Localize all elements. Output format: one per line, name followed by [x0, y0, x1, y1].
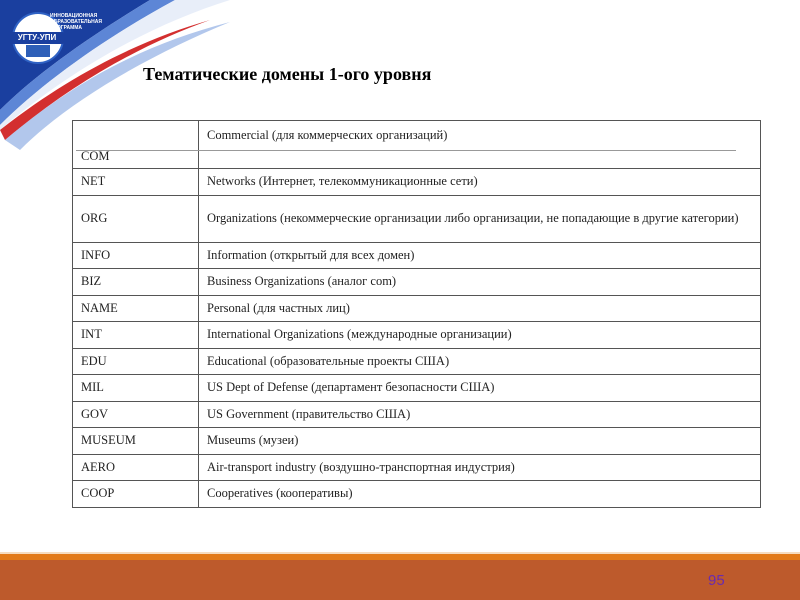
footer-highlight	[0, 552, 800, 554]
description-cell: Business Organizations (аналог com)	[198, 268, 761, 296]
domain-cell: NET	[72, 168, 199, 196]
table-row: BIZ Business Organizations (аналог com)	[72, 268, 761, 296]
building-icon	[26, 45, 50, 57]
page-number: 95	[708, 572, 725, 589]
domain-cell: MUSEUM	[72, 427, 199, 455]
domain-cell: GOV	[72, 400, 199, 428]
description-cell: Networks (Интернет, телекоммуникационные…	[198, 168, 761, 196]
logo-text: ИННОВАЦИОННАЯ ОБРАЗОВАТЕЛЬНАЯ ПРОГРАММА	[50, 13, 102, 31]
divider-line	[76, 150, 736, 151]
domain-cell: AERO	[72, 453, 199, 481]
table-row: COOP Cooperatives (кооперативы)	[72, 480, 761, 508]
description-cell: Organizations (некоммерческие организаци…	[198, 194, 761, 243]
table-row: NAME Personal (для частных лиц)	[72, 294, 761, 322]
domain-cell: ORG	[72, 194, 199, 243]
domain-cell: EDU	[72, 347, 199, 375]
description-cell: US Dept of Defense (департамент безопасн…	[198, 374, 761, 402]
description-cell: Educational (образовательные проекты США…	[198, 347, 761, 375]
description-cell: US Government (правительство США)	[198, 400, 761, 428]
description-cell: Cooperatives (кооперативы)	[198, 480, 761, 508]
description-cell: Commercial (для коммерческих организаций…	[198, 120, 761, 169]
domain-cell: NAME	[72, 294, 199, 322]
footer-stripe	[0, 554, 800, 560]
description-cell: Personal (для частных лиц)	[198, 294, 761, 322]
slide-title: Тематические домены 1-ого уровня	[143, 64, 432, 84]
domain-cell: MIL	[72, 374, 199, 402]
table-row: AERO Air-transport industry (воздушно-тра…	[72, 453, 761, 481]
logo-badge: УГТУ-УПИ	[10, 32, 64, 44]
domain-cell: INFO	[72, 241, 199, 269]
table-row: MUSEUM Museums (музеи)	[72, 427, 761, 455]
domains-table: COM Commercial (для коммерческих организа…	[72, 120, 761, 508]
domain-cell: COM	[72, 120, 199, 169]
table-row: GOV US Government (правительство США)	[72, 400, 761, 428]
logo: УГТУ-УПИ	[10, 12, 64, 64]
description-cell: Information (открытый для всех домен)	[198, 241, 761, 269]
description-cell: International Organizations (международн…	[198, 321, 761, 349]
table-row: INT International Organizations (междунар…	[72, 321, 761, 349]
table-row: ORG Organizations (некоммерческие организ…	[72, 194, 761, 243]
footer-bar	[0, 560, 800, 600]
domain-cell: COOP	[72, 480, 199, 508]
description-cell: Air-transport industry (воздушно-транспо…	[198, 453, 761, 481]
table-row: EDU Educational (образовательные проекты …	[72, 347, 761, 375]
table-row: COM Commercial (для коммерческих организа…	[72, 120, 761, 169]
domain-cell: BIZ	[72, 268, 199, 296]
domain-cell: INT	[72, 321, 199, 349]
table-row: MIL US Dept of Defense (департамент безоп…	[72, 374, 761, 402]
table-row: INFO Information (открытый для всех домен…	[72, 241, 761, 269]
table-row: NET Networks (Интернет, телекоммуникацион…	[72, 168, 761, 196]
description-cell: Museums (музеи)	[198, 427, 761, 455]
